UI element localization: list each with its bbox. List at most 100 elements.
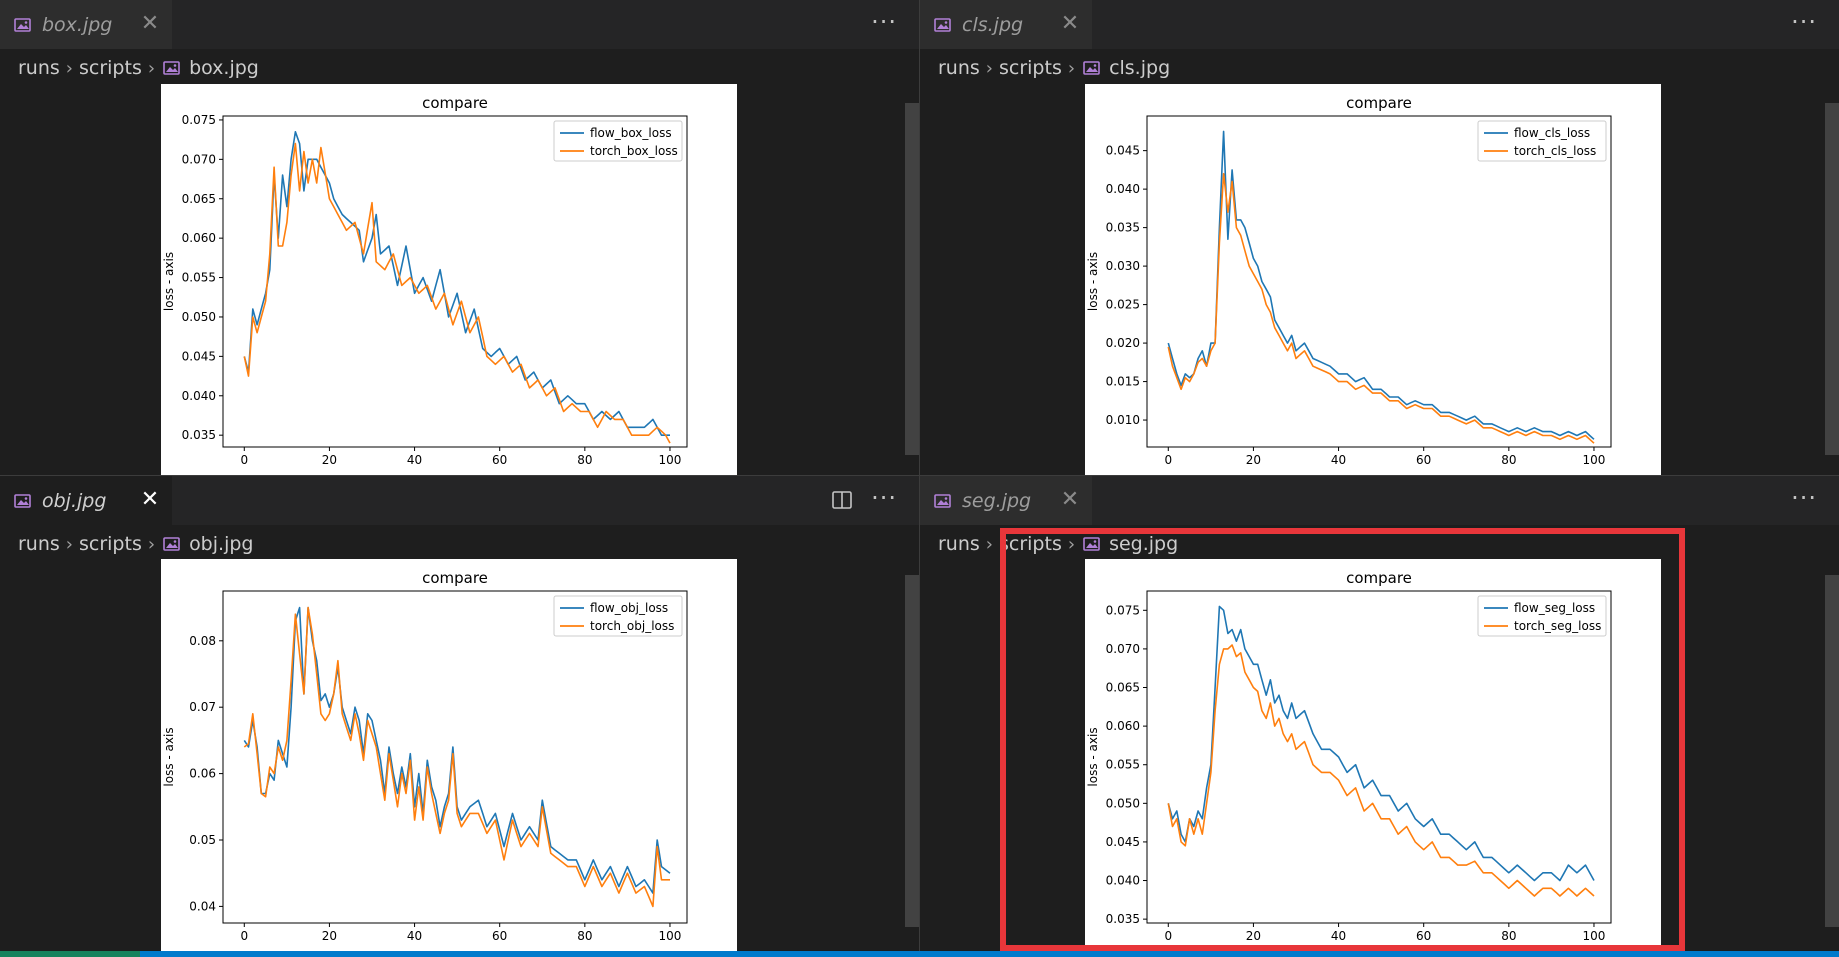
tab-label: cls.jpg — [962, 13, 1024, 36]
chevron-right-icon: › — [65, 57, 73, 79]
image-file-icon — [14, 17, 31, 32]
tab-bar: seg.jpg ✕ ··· — [920, 476, 1839, 525]
breadcrumb-item-file[interactable]: cls.jpg — [1109, 57, 1171, 79]
scrollbar-thumb[interactable] — [905, 103, 919, 455]
breadcrumb-item-file[interactable]: box.jpg — [189, 57, 259, 79]
breadcrumb-item-runs[interactable]: runs — [18, 533, 60, 555]
chevron-right-icon: › — [985, 533, 993, 555]
breadcrumb: runs › scripts › box.jpg — [18, 56, 259, 80]
x-tick-label: 80 — [577, 929, 592, 943]
chart-title: compare — [422, 94, 488, 112]
tab-label: obj.jpg — [42, 489, 107, 512]
y-tick-label: 0.055 — [182, 271, 216, 285]
scrollbar-thumb[interactable] — [1825, 575, 1839, 927]
scrollbar-thumb[interactable] — [1825, 103, 1839, 455]
tab-cls-jpg[interactable]: cls.jpg ✕ — [920, 0, 1092, 49]
remote-indicator[interactable] — [0, 951, 140, 957]
close-icon[interactable]: ✕ — [1060, 11, 1080, 36]
x-tick-label: 40 — [407, 929, 422, 943]
tab-bar: box.jpg ✕ ··· — [0, 0, 919, 49]
image-file-icon — [1083, 61, 1100, 75]
y-axis-label: loss - axis — [162, 727, 176, 786]
chart-title: compare — [422, 569, 488, 587]
x-tick-label: 0 — [240, 453, 248, 467]
chevron-right-icon: › — [65, 533, 73, 555]
more-actions-icon[interactable]: ··· — [871, 484, 897, 512]
breadcrumb-item-file[interactable]: seg.jpg — [1109, 533, 1179, 555]
image-file-icon — [934, 17, 951, 32]
tab-seg-jpg[interactable]: seg.jpg ✕ — [920, 476, 1092, 525]
y-tick-label: 0.05 — [189, 833, 216, 847]
tab-obj-jpg[interactable]: obj.jpg ✕ — [0, 476, 172, 525]
y-tick-label: 0.020 — [1106, 336, 1140, 350]
chevron-right-icon: › — [147, 533, 156, 555]
x-tick-label: 0 — [240, 929, 248, 943]
y-tick-label: 0.065 — [182, 192, 216, 206]
y-tick-label: 0.050 — [182, 310, 216, 324]
chevron-right-icon: › — [985, 57, 993, 79]
more-actions-icon[interactable]: ··· — [1791, 484, 1817, 512]
breadcrumb-item-scripts[interactable]: scripts — [999, 533, 1062, 555]
x-tick-label: 0 — [1164, 929, 1172, 943]
image-file-icon — [14, 493, 31, 508]
breadcrumb: runs › scripts › cls.jpg — [938, 56, 1170, 80]
y-tick-label: 0.045 — [1106, 835, 1140, 849]
y-axis-label: loss - axis — [1086, 727, 1100, 786]
x-tick-label: 100 — [1583, 453, 1606, 467]
image-preview-cls: compare loss - axis 0 20 40 60 80 100 0.010 0.015… — [1085, 84, 1661, 475]
split-editor-icon[interactable] — [831, 489, 853, 511]
close-icon[interactable]: ✕ — [140, 487, 160, 512]
legend-label: torch_cls_loss — [1514, 144, 1596, 158]
breadcrumb-item-scripts[interactable]: scripts — [999, 57, 1062, 79]
legend: flow_obj_loss torch_obj_loss — [553, 595, 683, 637]
x-tick-label: 40 — [1331, 929, 1346, 943]
close-icon[interactable]: ✕ — [140, 11, 160, 36]
legend-box — [553, 120, 683, 162]
scrollbar-thumb[interactable] — [905, 575, 919, 927]
more-actions-icon[interactable]: ··· — [1791, 8, 1817, 36]
x-tick-label: 80 — [1501, 929, 1516, 943]
x-tick-label: 20 — [322, 929, 337, 943]
close-icon[interactable]: ✕ — [1060, 487, 1080, 512]
breadcrumb-item-file[interactable]: obj.jpg — [189, 533, 254, 555]
y-tick-label: 0.040 — [1106, 874, 1140, 888]
legend-label: flow_obj_loss — [590, 601, 668, 615]
chart-box: compare loss - axis 0 20 40 60 80 100 0.035 0.040… — [162, 94, 688, 467]
chevron-right-icon: › — [1067, 57, 1076, 79]
editor-pane-obj: obj.jpg ✕ ··· runs › scripts › obj.jpg c… — [0, 476, 920, 951]
more-actions-icon[interactable]: ··· — [871, 8, 897, 36]
y-axis-label: loss - axis — [1086, 252, 1100, 311]
y-tick-label: 0.040 — [1106, 182, 1140, 196]
x-tick-label: 60 — [1416, 929, 1431, 943]
tab-bar: obj.jpg ✕ ··· — [0, 476, 919, 525]
breadcrumb-item-scripts[interactable]: scripts — [79, 533, 142, 555]
plot-area — [222, 590, 688, 924]
tab-box-jpg[interactable]: box.jpg ✕ — [0, 0, 172, 49]
x-tick-label: 100 — [659, 453, 682, 467]
breadcrumb-item-scripts[interactable]: scripts — [79, 57, 142, 79]
series-line-flow_obj_loss — [243, 606, 671, 894]
y-tick-label: 0.045 — [1106, 144, 1140, 158]
legend-label: torch_seg_loss — [1514, 619, 1601, 633]
x-tick-label: 80 — [1501, 453, 1516, 467]
x-tick-label: 60 — [492, 453, 507, 467]
y-tick-label: 0.060 — [182, 231, 216, 245]
y-tick-label: 0.035 — [1106, 221, 1140, 235]
image-file-icon — [163, 61, 180, 75]
chart-obj: compare loss - axis 0 20 40 60 80 100 0.04 0.05 0.… — [162, 569, 688, 943]
y-tick-label: 0.08 — [189, 634, 216, 648]
breadcrumb-item-runs[interactable]: runs — [938, 57, 980, 79]
tab-bar: cls.jpg ✕ ··· — [920, 0, 1839, 49]
x-tick-label: 20 — [1246, 929, 1261, 943]
legend-label: torch_box_loss — [590, 144, 678, 158]
y-tick-label: 0.075 — [182, 113, 216, 127]
breadcrumb-item-runs[interactable]: runs — [18, 57, 60, 79]
breadcrumb: runs › scripts › seg.jpg — [938, 532, 1178, 556]
y-tick-label: 0.04 — [189, 899, 216, 913]
y-tick-label: 0.065 — [1106, 681, 1140, 695]
x-tick-label: 40 — [1331, 453, 1346, 467]
x-tick-label: 20 — [1246, 453, 1261, 467]
editor-pane-seg: seg.jpg ✕ ··· runs › scripts › seg.jpg c… — [920, 476, 1839, 951]
chart-seg: compare loss - axis 0 20 40 60 80 100 0.035 0.040… — [1086, 569, 1612, 943]
breadcrumb-item-runs[interactable]: runs — [938, 533, 980, 555]
